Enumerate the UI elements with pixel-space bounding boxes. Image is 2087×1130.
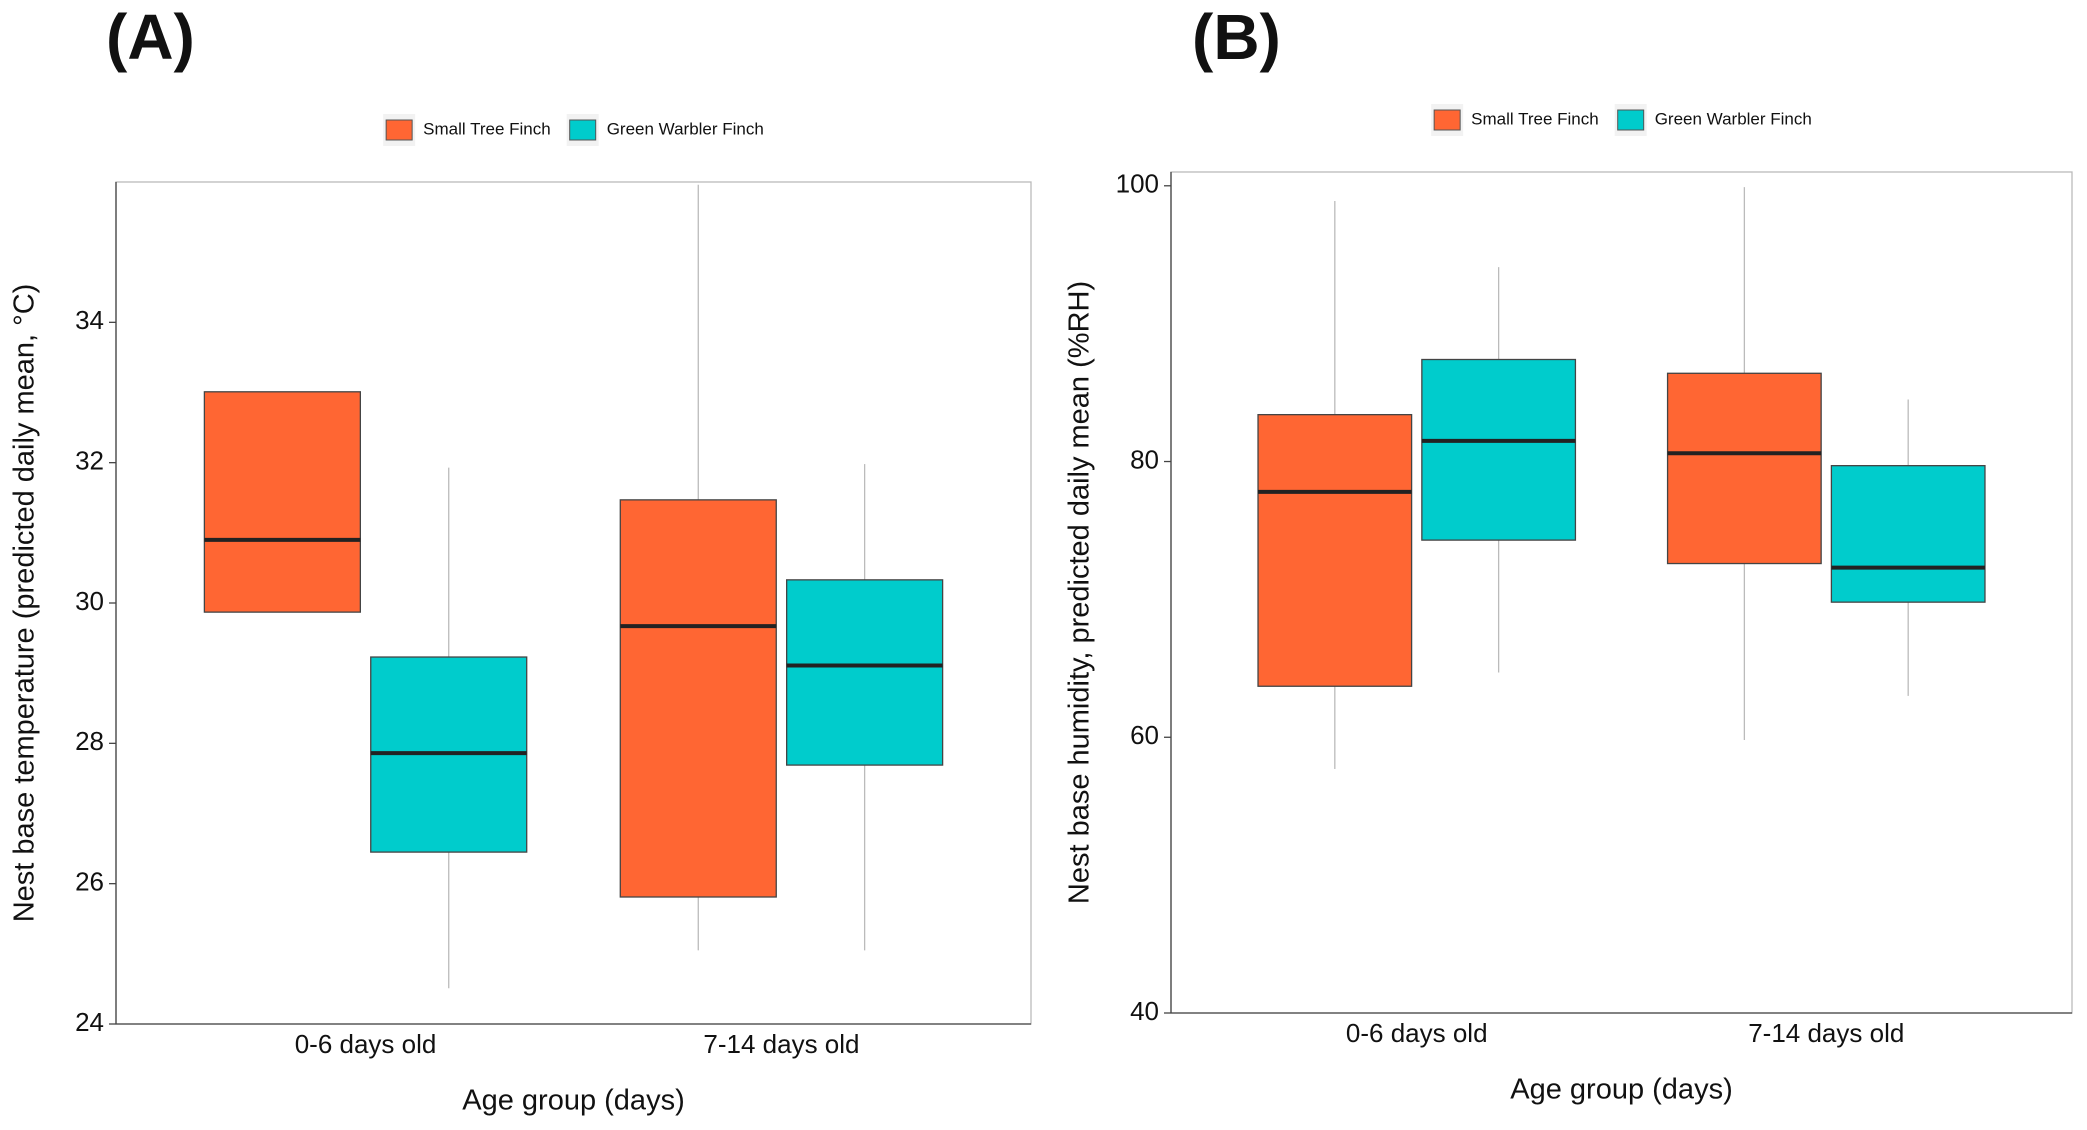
legend-key [1433, 109, 1461, 131]
y-tick-label: 32 [75, 446, 104, 476]
box [619, 499, 777, 898]
box [203, 391, 361, 613]
y-tick-label: 26 [75, 867, 104, 897]
x-axis-title: Age group (days) [1510, 1074, 1732, 1106]
legend-key [385, 119, 413, 141]
box [786, 579, 944, 766]
panel-label: (A) [106, 1, 195, 73]
box [1666, 372, 1822, 565]
panel-label: (B) [1192, 1, 1281, 73]
legend-label: Small Tree Finch [423, 119, 551, 138]
x-tick-label: 0-6 days old [1346, 1018, 1488, 1048]
legend-label: Green Warbler Finch [607, 119, 764, 138]
x-tick-label: 7-14 days old [1748, 1018, 1904, 1048]
y-tick-label: 40 [1130, 996, 1159, 1026]
y-tick-label: 80 [1130, 444, 1159, 474]
x-tick-label: 7-14 days old [703, 1029, 859, 1059]
legend: Small Tree Finch Green Warbler Finch [383, 114, 764, 146]
y-axis-title: Nest base temperature (predicted daily m… [9, 284, 41, 923]
x-tick-label: 0-6 days old [295, 1029, 437, 1059]
legend-label: Small Tree Finch [1471, 109, 1599, 128]
legend: Small Tree Finch Green Warbler Finch [1431, 104, 1812, 136]
legend-key [569, 119, 597, 141]
box [1830, 465, 1986, 603]
box [1421, 358, 1577, 541]
y-tick-label: 100 [1116, 169, 1159, 199]
legend-label: Green Warbler Finch [1655, 109, 1812, 128]
box [1257, 413, 1413, 687]
y-tick-label: 34 [75, 305, 104, 335]
y-tick-label: 30 [75, 586, 104, 616]
y-axis-title: Nest base humidity, predicted daily mean… [1064, 281, 1096, 904]
y-tick-label: 24 [75, 1007, 104, 1037]
y-tick-label: 60 [1130, 720, 1159, 750]
y-tick-label: 28 [75, 726, 104, 756]
x-axis-title: Age group (days) [462, 1085, 684, 1117]
legend-key [1617, 109, 1645, 131]
